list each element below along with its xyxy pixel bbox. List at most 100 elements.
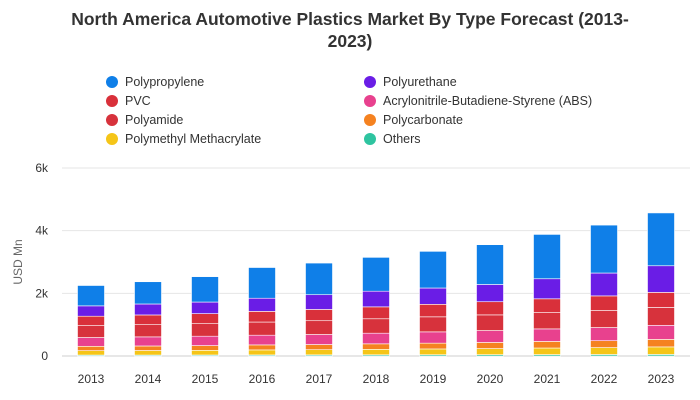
legend-item[interactable]: Polyurethane [364,75,457,89]
bar-segment [248,267,276,299]
bar-segment [305,309,333,322]
bar-segment [191,323,219,337]
bar-segment [248,349,276,356]
x-tick-label: 2016 [249,372,276,386]
legend-item[interactable]: Acrylonitrile-Butadiene-Styrene (ABS) [364,94,592,108]
bar-segment [248,334,276,346]
bar-segment [647,324,675,340]
bar-segment [305,349,333,356]
bar-segment [191,313,219,324]
bar-segment [647,292,675,308]
bar-segment [77,337,105,347]
x-tick-label: 2023 [648,372,675,386]
bar-segment [191,276,219,303]
legend-swatch [364,133,376,145]
bar-segment [476,244,504,285]
bar-segment [362,349,390,356]
legend-label: Polyamide [125,113,184,127]
bar-segment [362,318,390,334]
bar-segment [647,212,675,267]
legend-label: Others [383,132,421,146]
legend-swatch [364,114,376,126]
bar-segment [248,297,276,312]
bar-segment [533,312,561,330]
x-tick-label: 2015 [192,372,219,386]
bar-segment [191,345,219,351]
bar-segment [134,303,162,316]
bar-segment [77,285,105,307]
x-tick-label: 2017 [306,372,333,386]
bar-segment [590,327,618,342]
bar-segment [191,301,219,314]
chart-title-line-2: 2023) [327,31,373,51]
y-axis-title: USD Mn [11,239,25,284]
x-tick-label: 2021 [534,372,561,386]
legend-label: PVC [125,94,151,108]
bar-segment [191,349,219,356]
bar-segment [248,344,276,351]
legend-item[interactable]: Polycarbonate [364,113,463,127]
bar-segment [533,347,561,355]
bar-segment [476,342,504,349]
bar-segment [77,325,105,338]
legend-item[interactable]: Polypropylene [106,75,204,89]
bar-segment [590,347,618,355]
bar-segment [362,343,390,350]
bar-segment [362,332,390,345]
bar-segment [419,331,447,344]
bar-segment [77,345,105,351]
legend-swatch [106,133,118,145]
legend-item[interactable]: PVC [106,94,151,108]
x-tick-label: 2014 [135,372,162,386]
legend-swatch [106,95,118,107]
legend-item[interactable]: Others [364,132,421,146]
legend-label: Polyurethane [383,75,457,89]
bar-segment [419,348,447,356]
bar-segment [134,281,162,305]
chart-title-line-1: North America Automotive Plastics Market… [71,9,629,29]
bar-segment [248,311,276,323]
bar-segment [476,301,504,316]
x-tick-label: 2019 [420,372,447,386]
y-tick-label: 4k [35,224,49,238]
bar-segment [590,310,618,328]
x-tick-label: 2018 [363,372,390,386]
bar-segment [134,345,162,351]
bar-segment [419,251,447,289]
bar-segment [134,314,162,325]
bar-segment [77,350,105,356]
bar-segment [134,336,162,347]
bar-segment [590,295,618,311]
legend-item[interactable]: Polymethyl Methacrylate [106,132,261,146]
legend-item[interactable]: Polyamide [106,113,183,127]
bar-segment [476,314,504,331]
bar-segment [191,335,219,346]
bar-segment [305,320,333,335]
bar-segment [647,346,675,355]
bar-segment [476,330,504,343]
bar-segment [134,324,162,338]
bar-segment [590,340,618,348]
legend-swatch [106,114,118,126]
x-tick-label: 2020 [477,372,504,386]
bar-segment [77,315,105,326]
chart-title: North America Automotive Plastics Market… [0,8,700,52]
bar-segment [362,306,390,320]
bar-segment [77,305,105,317]
bar-segment [647,339,675,348]
legend-label: Polymethyl Methacrylate [125,132,262,146]
legend-swatch [364,95,376,107]
y-tick-label: 6k [35,161,49,175]
bar-segment [647,265,675,293]
legend-swatch [364,76,376,88]
legend-label: Polycarbonate [383,113,463,127]
bar-segment [533,328,561,342]
bar-segment [305,262,333,296]
bar-segment [419,342,447,350]
bar-segment [647,307,675,326]
y-tick-label: 2k [35,286,49,300]
legend-label: Polypropylene [125,75,205,89]
bar-segment [533,234,561,280]
x-tick-label: 2022 [591,372,618,386]
